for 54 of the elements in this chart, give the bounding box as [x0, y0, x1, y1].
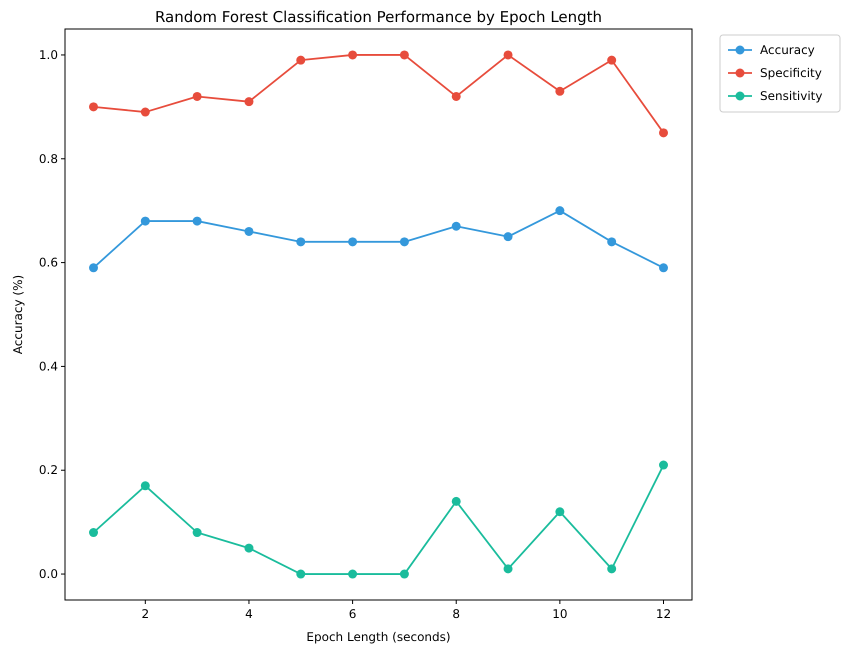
point	[192, 216, 202, 226]
legend-label: Accuracy	[760, 43, 815, 57]
x-tick-label: 12	[656, 607, 672, 621]
x-axis-title: Epoch Length (seconds)	[306, 630, 451, 644]
point	[348, 237, 358, 246]
x-tick-label: 10	[552, 607, 568, 621]
point	[296, 570, 306, 579]
y-tick-label: 0.8	[38, 152, 58, 166]
point	[89, 263, 98, 272]
point	[192, 528, 202, 538]
y-tick-label: 1.0	[38, 48, 58, 62]
point	[607, 56, 616, 65]
point	[504, 50, 513, 60]
point	[504, 232, 513, 242]
point	[555, 507, 564, 516]
point	[659, 128, 668, 138]
y-tick-label: 0.2	[38, 463, 58, 478]
point	[140, 216, 150, 226]
point	[348, 570, 358, 579]
x-tick-label: 2	[142, 607, 150, 621]
point	[400, 50, 409, 60]
x-tick-label: 8	[452, 607, 460, 621]
point	[140, 481, 150, 490]
point	[348, 50, 358, 60]
chart-title: Random Forest Classification Performance by Epoch Length	[154, 8, 602, 26]
point	[140, 108, 150, 117]
legend-label: Specificity	[760, 66, 822, 80]
point	[400, 237, 409, 246]
point	[504, 564, 513, 574]
point	[244, 544, 254, 553]
point	[555, 86, 564, 96]
point	[296, 237, 306, 246]
legend-label: Sensitivity	[760, 89, 822, 103]
point	[192, 92, 202, 101]
point	[659, 263, 668, 272]
point	[296, 56, 306, 65]
y-tick-label: 0.0	[38, 567, 58, 582]
x-tick-label: 4	[245, 607, 253, 621]
y-axis-title: Accuracy (%)	[11, 274, 25, 354]
point	[659, 460, 668, 470]
point	[607, 564, 616, 574]
point	[452, 222, 461, 231]
point	[452, 496, 461, 506]
point	[400, 570, 409, 579]
x-tick-label: 6	[348, 607, 356, 621]
point	[555, 206, 564, 216]
point	[607, 237, 616, 246]
point	[452, 92, 461, 101]
y-tick-label: 0.4	[38, 359, 58, 374]
y-tick-label: 0.6	[38, 256, 58, 270]
point	[89, 102, 98, 112]
point	[244, 226, 254, 236]
point	[244, 97, 254, 106]
point	[89, 528, 98, 538]
